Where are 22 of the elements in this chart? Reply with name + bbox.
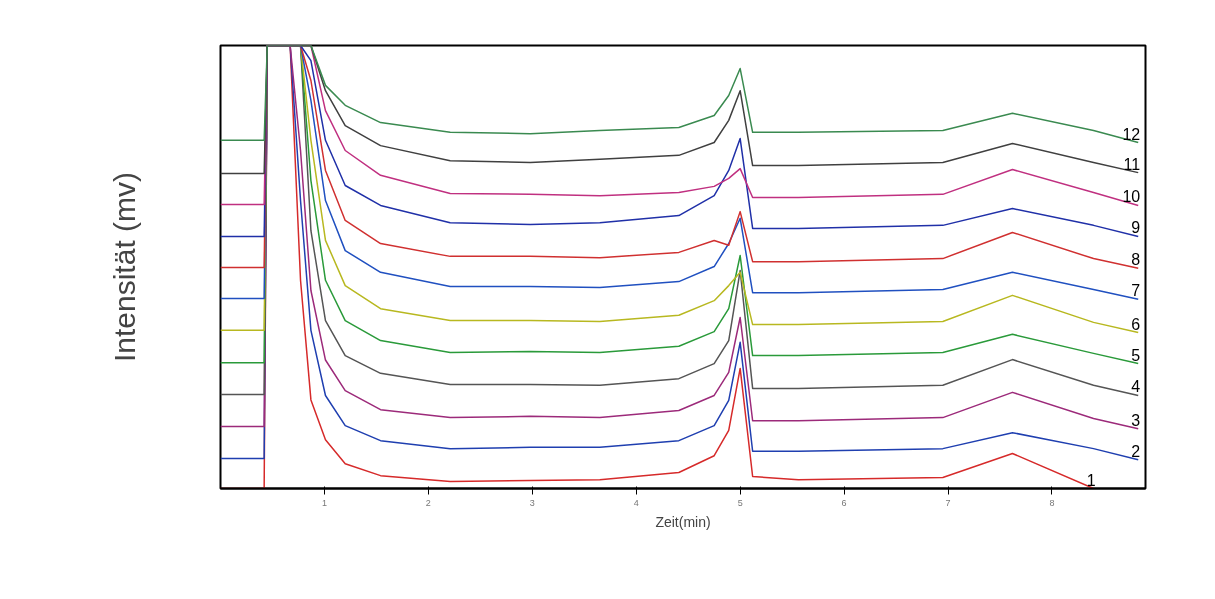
x-tick-label: 7: [945, 497, 951, 508]
x-tick-label: 6: [841, 497, 847, 508]
series-label: 2: [1131, 442, 1141, 460]
series-label: 3: [1131, 411, 1141, 429]
series-label: 9: [1131, 219, 1141, 237]
series-label: 4: [1131, 378, 1141, 396]
x-tick-label: 2: [425, 497, 431, 508]
x-tick-label: 3: [529, 497, 535, 508]
x-tick-label: 8: [1049, 497, 1055, 508]
x-tick-label: 4: [633, 497, 639, 508]
x-tick-label: 1: [321, 497, 327, 508]
series-label: 5: [1131, 346, 1141, 364]
series-label: 1: [1086, 471, 1096, 489]
series-label: 8: [1131, 251, 1141, 269]
x-tick-label: 5: [737, 497, 743, 508]
y-axis-title: Intensität (mv): [107, 171, 141, 363]
series-label: 7: [1131, 282, 1141, 300]
series-label: 12: [1122, 125, 1141, 143]
x-axis-title: Zeit(min): [655, 513, 711, 530]
series-label: 11: [1123, 155, 1141, 173]
series-label: 10: [1122, 188, 1141, 206]
series-label: 6: [1131, 315, 1141, 333]
